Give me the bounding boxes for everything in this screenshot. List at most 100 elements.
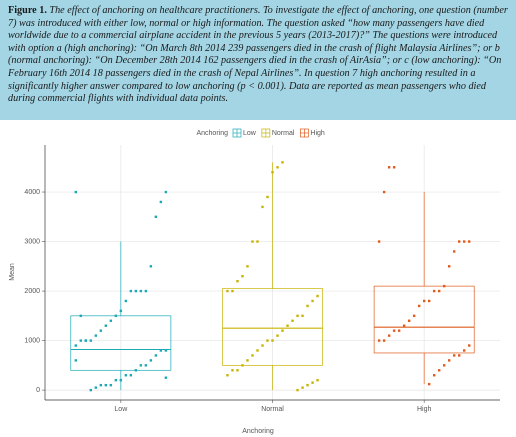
- data-point: [134, 289, 138, 293]
- data-point: [437, 369, 441, 372]
- legend-title: Anchoring: [196, 130, 228, 137]
- data-point: [412, 314, 416, 318]
- legend-label: Normal: [272, 130, 295, 137]
- data-point: [463, 240, 466, 243]
- data-point: [266, 339, 269, 342]
- caption: Figure 1. The effect of anchoring on hea…: [0, 0, 516, 120]
- x-tick-label: High: [417, 406, 432, 413]
- data-point: [89, 339, 93, 342]
- data-point: [468, 240, 471, 243]
- data-point: [447, 265, 451, 268]
- caption-label: Figure 1.: [8, 5, 47, 16]
- data-point: [94, 386, 98, 389]
- data-point: [144, 289, 148, 293]
- data-point: [139, 289, 143, 293]
- data-point: [311, 381, 314, 384]
- data-point: [139, 364, 143, 367]
- data-point: [231, 369, 234, 372]
- data-point: [402, 324, 406, 327]
- y-tick-label: 3000: [24, 238, 40, 245]
- data-point: [417, 304, 421, 308]
- data-point: [427, 382, 431, 386]
- data-point: [286, 324, 289, 327]
- data-point: [226, 289, 229, 293]
- data-point: [392, 329, 396, 332]
- data-point: [124, 299, 128, 303]
- data-point: [387, 166, 391, 169]
- data-point: [159, 349, 163, 352]
- data-point: [134, 369, 138, 372]
- data-point: [427, 299, 431, 303]
- box: [70, 315, 172, 371]
- data-point: [94, 334, 98, 337]
- data-point: [256, 349, 259, 352]
- data-point: [432, 374, 436, 377]
- data-point: [468, 344, 471, 347]
- data-point: [104, 383, 108, 387]
- box: [373, 285, 475, 354]
- data-point: [296, 314, 299, 318]
- x-axis-label: Anchoring: [242, 428, 274, 435]
- data-point: [74, 344, 77, 347]
- data-point: [119, 378, 123, 382]
- data-point: [164, 190, 168, 194]
- y-tick-label: 0: [36, 387, 40, 394]
- data-point: [129, 374, 133, 377]
- data-point: [114, 314, 118, 318]
- data-point: [387, 334, 391, 337]
- data-point: [251, 354, 254, 357]
- data-point: [458, 354, 461, 357]
- x-tick-label: Normal: [261, 406, 284, 413]
- data-point: [79, 314, 82, 318]
- data-point: [246, 359, 249, 362]
- data-point: [422, 299, 426, 303]
- data-point: [377, 339, 381, 342]
- x-tick-label: Low: [114, 406, 128, 413]
- data-point: [149, 359, 153, 362]
- y-tick-label: 4000: [24, 189, 40, 196]
- data-point: [226, 374, 229, 377]
- data-point: [458, 240, 461, 243]
- data-point: [159, 200, 163, 204]
- data-point: [276, 166, 279, 169]
- data-point: [271, 171, 274, 174]
- data-point: [154, 354, 158, 357]
- data-point: [306, 304, 309, 308]
- data-point: [149, 265, 153, 268]
- data-point: [241, 364, 244, 367]
- box: [222, 288, 323, 366]
- data-point: [124, 374, 128, 377]
- data-point: [452, 250, 456, 253]
- data-point: [144, 364, 148, 367]
- data-point: [231, 289, 234, 293]
- data-point: [301, 386, 304, 389]
- data-point: [246, 265, 249, 268]
- data-point: [79, 339, 82, 342]
- data-point: [377, 240, 381, 243]
- y-tick-label: 1000: [24, 337, 40, 344]
- data-point: [164, 349, 168, 352]
- data-point: [256, 240, 259, 243]
- data-point: [84, 339, 87, 342]
- data-point: [311, 299, 314, 303]
- data-point: [114, 378, 118, 382]
- data-point: [316, 378, 319, 382]
- chart: Anchoring Mean 0 1000 2000 3000 4000 Anchorin…: [9, 128, 500, 435]
- data-point: [392, 166, 396, 169]
- data-point: [129, 289, 133, 293]
- data-point: [89, 388, 93, 392]
- data-point: [437, 289, 441, 293]
- data-point: [236, 369, 239, 372]
- legend-label: High: [310, 130, 325, 137]
- data-point: [251, 240, 254, 243]
- data-point: [236, 279, 239, 283]
- data-point: [306, 383, 309, 387]
- data-point: [276, 334, 279, 337]
- data-point: [452, 354, 456, 357]
- data-point: [154, 215, 158, 218]
- data-point: [266, 195, 269, 199]
- data-point: [442, 364, 446, 367]
- data-point: [296, 388, 299, 392]
- data-point: [301, 314, 304, 318]
- data-point: [316, 294, 319, 298]
